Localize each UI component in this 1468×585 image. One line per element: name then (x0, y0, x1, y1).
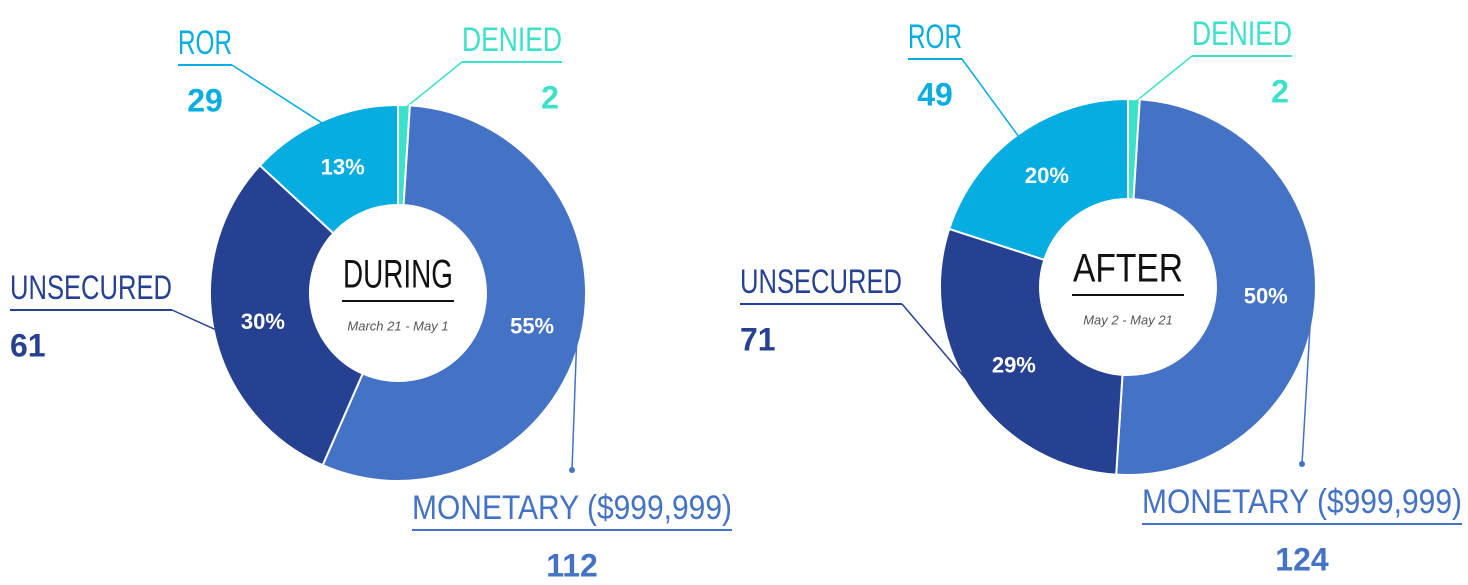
category-label: ROR (908, 18, 962, 56)
leader-line (571, 336, 578, 471)
count-label: 112 (546, 547, 598, 583)
slice (1115, 98, 1317, 476)
leader-line (403, 61, 463, 110)
leader-line (901, 303, 977, 391)
category-label: MONETARY ($999,999) (1142, 483, 1462, 521)
count-label: 124 (1275, 541, 1329, 577)
percent-label: 55% (510, 313, 554, 338)
leader-line (1133, 55, 1193, 104)
chart-subtitle: May 2 - May 21 (1083, 312, 1173, 327)
category-label: DENIED (1192, 15, 1292, 53)
count-label: 61 (10, 327, 46, 363)
leader-line (231, 64, 325, 126)
leader-line (171, 309, 219, 332)
percent-label: 30% (241, 309, 285, 334)
count-label: 29 (187, 82, 223, 118)
count-label: 2 (541, 79, 559, 115)
slice (321, 104, 588, 482)
chart-title: AFTER (1073, 247, 1183, 291)
leader-dot (569, 467, 575, 473)
category-label: UNSECURED (10, 269, 172, 307)
category-label: ROR (178, 24, 232, 62)
slice (947, 97, 1129, 262)
leader-dot (1299, 461, 1305, 467)
count-label: 71 (740, 321, 776, 357)
percent-label: 13% (321, 154, 365, 179)
chart-title: DURING (343, 253, 453, 297)
percent-label: 20% (1025, 163, 1069, 188)
leader-line (1301, 298, 1313, 465)
count-label: 49 (917, 76, 953, 112)
leader-line (961, 58, 1021, 139)
count-label: 2 (1271, 73, 1289, 109)
category-label: DENIED (462, 21, 562, 59)
slice (209, 164, 365, 467)
category-label: MONETARY ($999,999) (412, 489, 732, 527)
category-label: UNSECURED (740, 263, 902, 301)
slice (939, 227, 1124, 476)
slice (258, 103, 399, 235)
chart-subtitle: March 21 - May 1 (347, 318, 448, 333)
percent-label: 50% (1244, 283, 1288, 308)
percent-label: 29% (992, 352, 1036, 377)
